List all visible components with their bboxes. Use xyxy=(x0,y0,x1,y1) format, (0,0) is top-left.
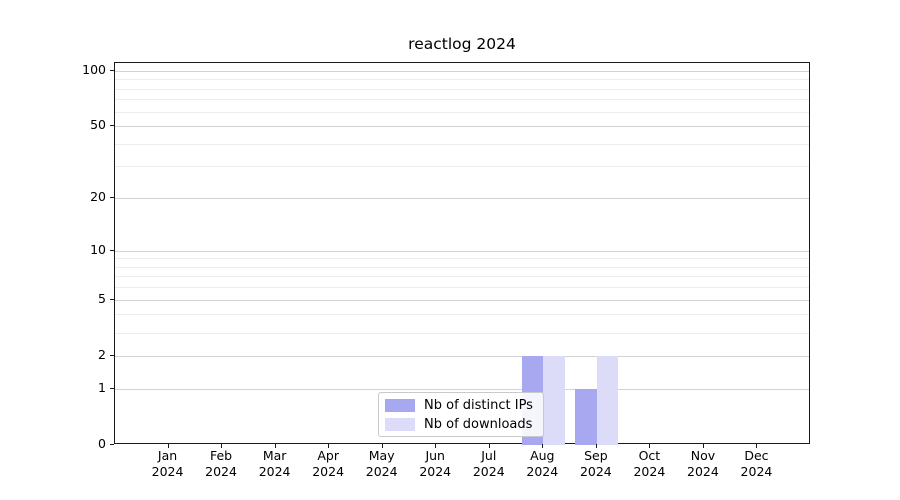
gridline-minor xyxy=(115,166,809,168)
y-axis-tick xyxy=(110,444,114,445)
x-tick-year: 2024 xyxy=(312,463,345,479)
x-tick-label: Apr 2024 xyxy=(288,448,368,479)
y-axis-tick xyxy=(110,249,114,251)
y-axis-tick xyxy=(110,125,114,127)
x-axis-tick xyxy=(328,444,330,448)
x-tick-label: Aug 2024 xyxy=(502,448,582,479)
gridline-major xyxy=(115,70,809,72)
chart-title: reactlog 2024 xyxy=(408,35,516,53)
gridline-major xyxy=(115,198,809,200)
x-tick-month: Mar xyxy=(262,448,287,463)
x-tick-label: Sep 2024 xyxy=(556,448,636,479)
y-tick-label: 20 xyxy=(90,189,106,205)
gridline-major xyxy=(115,299,809,301)
x-tick-month: Dec xyxy=(744,448,769,463)
x-tick-month: May xyxy=(368,448,395,463)
x-tick-month: Sep xyxy=(584,448,608,463)
y-tick-label: 2 xyxy=(98,346,106,362)
gridline-minor xyxy=(115,111,809,113)
x-axis-tick xyxy=(649,444,651,448)
gridline-minor xyxy=(115,143,809,145)
x-tick-month: Jun xyxy=(425,448,445,463)
x-tick-label: May 2024 xyxy=(342,448,422,479)
bar-downloads-sep xyxy=(596,355,619,445)
x-tick-label: Oct 2024 xyxy=(609,448,689,479)
y-tick-label: 50 xyxy=(90,117,106,133)
x-axis-tick xyxy=(435,444,437,448)
x-tick-month: Apr xyxy=(317,448,339,463)
gridline-minor xyxy=(115,99,809,101)
gridline-major xyxy=(115,355,809,357)
x-tick-year: 2024 xyxy=(472,463,505,479)
y-axis-tick xyxy=(110,197,114,199)
x-tick-label: Nov 2024 xyxy=(663,448,743,479)
bar-distinct-ips-sep xyxy=(575,388,597,445)
plot-area xyxy=(114,62,810,445)
y-tick-label: 5 xyxy=(98,290,106,306)
y-axis-tick xyxy=(110,354,114,356)
x-tick-month: Jul xyxy=(481,448,497,463)
x-tick-year: 2024 xyxy=(151,463,184,479)
gridline-minor xyxy=(115,314,809,316)
x-tick-year: 2024 xyxy=(526,463,559,479)
x-tick-label: Jul 2024 xyxy=(449,448,529,479)
x-tick-year: 2024 xyxy=(419,463,452,479)
y-axis-tick xyxy=(110,69,114,71)
gridline-major xyxy=(115,388,809,390)
gridline-minor xyxy=(115,276,809,278)
x-axis-tick xyxy=(221,444,223,448)
legend: Nb of distinct IPs Nb of downloads xyxy=(378,392,544,437)
x-tick-label: Mar 2024 xyxy=(235,448,315,479)
x-tick-label: Jun 2024 xyxy=(395,448,475,479)
x-tick-year: 2024 xyxy=(579,463,612,479)
x-tick-month: Feb xyxy=(209,448,233,463)
y-tick-label: 0 xyxy=(98,436,106,451)
legend-item-downloads: Nb of downloads xyxy=(385,417,537,432)
x-axis-tick xyxy=(488,444,490,448)
gridline-minor xyxy=(115,332,809,334)
gridline-minor xyxy=(115,88,809,90)
x-tick-year: 2024 xyxy=(687,463,719,479)
gridline-major xyxy=(115,126,809,128)
x-tick-month: Aug xyxy=(530,448,555,463)
x-tick-label: Feb 2024 xyxy=(181,448,261,479)
legend-item-distinct-ips: Nb of distinct IPs xyxy=(385,398,537,413)
y-tick-label: 10 xyxy=(90,241,106,257)
x-tick-month: Jan xyxy=(157,448,178,463)
legend-swatch-distinct-ips xyxy=(385,398,415,412)
x-axis-tick xyxy=(595,444,597,448)
x-axis-tick xyxy=(274,444,276,448)
x-axis-tick xyxy=(167,444,169,448)
legend-label-downloads: Nb of downloads xyxy=(424,416,533,432)
x-axis-tick xyxy=(756,444,758,448)
x-tick-label: Jan 2024 xyxy=(128,448,208,479)
x-tick-year: 2024 xyxy=(633,463,666,479)
x-axis-tick xyxy=(381,444,383,448)
gridline-minor xyxy=(115,79,809,81)
y-axis-tick xyxy=(110,298,114,300)
x-axis-tick xyxy=(542,444,544,448)
y-axis-tick xyxy=(110,387,114,389)
x-tick-month: Nov xyxy=(690,448,716,463)
x-tick-month: Oct xyxy=(638,448,661,463)
legend-swatch-downloads xyxy=(385,417,415,431)
x-tick-year: 2024 xyxy=(740,463,773,479)
gridline-minor xyxy=(115,266,809,268)
x-tick-label: Dec 2024 xyxy=(716,448,796,479)
gridline-minor xyxy=(115,287,809,289)
x-axis-tick xyxy=(702,444,704,448)
y-tick-label: 100 xyxy=(82,61,106,77)
bar-downloads-aug xyxy=(543,355,565,445)
x-tick-year: 2024 xyxy=(365,463,398,479)
gridline-major xyxy=(115,250,809,252)
x-tick-year: 2024 xyxy=(205,463,237,479)
x-tick-year: 2024 xyxy=(258,463,291,479)
legend-label-distinct-ips: Nb of distinct IPs xyxy=(424,397,533,413)
gridline-minor xyxy=(115,258,809,260)
y-tick-label: 1 xyxy=(98,379,106,395)
